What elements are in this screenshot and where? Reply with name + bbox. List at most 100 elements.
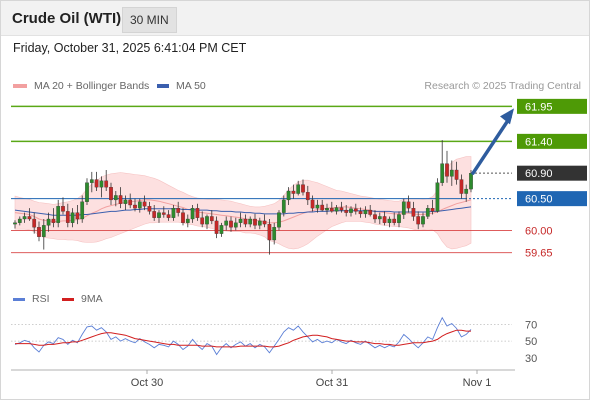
legend-9ma-label: 9MA bbox=[81, 293, 103, 305]
candle bbox=[253, 213, 257, 230]
candle-body bbox=[157, 212, 161, 218]
candle-body bbox=[368, 209, 373, 215]
candle bbox=[41, 219, 46, 250]
candle-body bbox=[109, 187, 113, 201]
candles bbox=[13, 140, 473, 255]
candle bbox=[195, 203, 200, 221]
bollinger-bands bbox=[14, 156, 472, 250]
candle bbox=[80, 195, 85, 223]
candle bbox=[185, 214, 190, 228]
candle bbox=[368, 205, 373, 217]
candle bbox=[219, 222, 224, 237]
candle bbox=[262, 214, 267, 228]
candle bbox=[37, 221, 41, 242]
candle-body bbox=[224, 220, 229, 226]
ma20-swatch bbox=[13, 84, 27, 88]
candle-body bbox=[181, 212, 185, 223]
time-axis: Oct 30 Oct 31 Nov 1 bbox=[11, 369, 515, 389]
candle bbox=[142, 195, 147, 211]
candle bbox=[382, 211, 387, 226]
candle bbox=[157, 210, 161, 223]
candle-body bbox=[214, 220, 219, 234]
candle bbox=[22, 212, 27, 223]
candle-body bbox=[421, 216, 425, 225]
candle-body bbox=[363, 209, 368, 215]
resistance-label-box bbox=[517, 98, 587, 114]
candle-body bbox=[195, 208, 200, 218]
candle bbox=[301, 179, 305, 196]
candle-body bbox=[296, 184, 301, 194]
candle-body bbox=[329, 208, 334, 212]
candle-body bbox=[291, 190, 296, 194]
candle bbox=[161, 206, 166, 218]
candle bbox=[75, 205, 80, 225]
candle bbox=[344, 205, 349, 217]
candle bbox=[310, 195, 315, 212]
candle bbox=[277, 210, 281, 231]
candle bbox=[358, 207, 363, 218]
candle bbox=[430, 199, 435, 215]
candle bbox=[325, 203, 329, 215]
rsi-tick-label: 70 bbox=[525, 319, 537, 331]
candle bbox=[334, 205, 339, 215]
candle bbox=[32, 212, 37, 234]
candle-body bbox=[89, 179, 94, 183]
candle bbox=[89, 171, 94, 193]
rsi-panel: 70 50 30 bbox=[11, 316, 537, 365]
legend-ma50: MA 50 bbox=[157, 80, 206, 92]
resistance-label: 61.95 bbox=[525, 101, 553, 113]
candle-body bbox=[118, 195, 123, 204]
candle-body bbox=[449, 169, 454, 177]
candle bbox=[320, 199, 325, 212]
candle-body bbox=[128, 199, 133, 206]
candle bbox=[248, 216, 253, 228]
candle bbox=[238, 212, 243, 228]
candle-body bbox=[339, 207, 344, 211]
candle bbox=[104, 170, 109, 191]
candle bbox=[425, 205, 430, 219]
candle-body bbox=[61, 206, 65, 212]
candle-body bbox=[358, 211, 363, 215]
candle bbox=[190, 205, 195, 223]
candle-body bbox=[267, 223, 272, 241]
candle-body bbox=[133, 204, 137, 209]
candle-body bbox=[272, 227, 277, 241]
candle bbox=[56, 199, 61, 228]
candle-body bbox=[17, 218, 22, 223]
current-price-label: 60.90 bbox=[525, 168, 553, 180]
candle bbox=[85, 178, 89, 205]
pivot-label-box bbox=[517, 191, 587, 207]
candle-body bbox=[147, 206, 152, 212]
candle-body bbox=[320, 204, 325, 211]
candle-body bbox=[454, 169, 459, 180]
candle bbox=[27, 208, 32, 221]
candle-body bbox=[32, 218, 37, 228]
candle bbox=[397, 211, 401, 228]
candle bbox=[171, 205, 176, 221]
candle bbox=[147, 201, 152, 215]
candle-body bbox=[469, 173, 473, 190]
candle-body bbox=[243, 218, 248, 225]
candle-body bbox=[353, 208, 358, 212]
candle-body bbox=[344, 209, 349, 213]
candle bbox=[454, 161, 459, 185]
candle-body bbox=[152, 211, 157, 218]
candle-body bbox=[440, 163, 445, 183]
candle bbox=[166, 210, 171, 221]
candle bbox=[214, 216, 219, 239]
interval-badge[interactable]: 30 MIN bbox=[122, 7, 177, 33]
candle bbox=[176, 201, 181, 217]
rsi-tick-label: 30 bbox=[525, 353, 537, 365]
candle-body bbox=[80, 201, 85, 220]
candle-body bbox=[277, 212, 281, 228]
candle-body bbox=[205, 216, 209, 225]
candle bbox=[272, 222, 277, 245]
candle-body bbox=[334, 207, 339, 212]
candle-body bbox=[104, 180, 109, 188]
candle-body bbox=[65, 211, 70, 223]
resistance-label-box bbox=[517, 133, 587, 149]
candle-body bbox=[85, 182, 89, 202]
candle-body bbox=[406, 201, 411, 209]
candle bbox=[46, 212, 51, 232]
